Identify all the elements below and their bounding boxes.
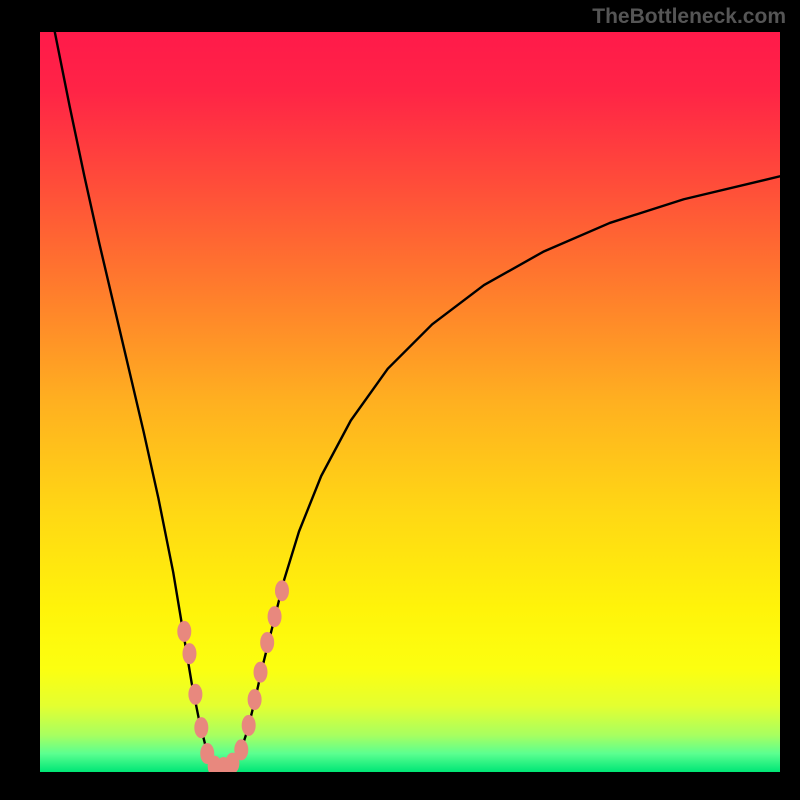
watermark-text: TheBottleneck.com — [592, 5, 786, 29]
data-marker — [261, 633, 274, 653]
plot-background-gradient — [40, 32, 780, 772]
data-marker — [275, 581, 288, 601]
data-marker — [195, 718, 208, 738]
data-marker — [235, 740, 248, 760]
data-marker — [178, 621, 191, 641]
data-marker — [248, 689, 261, 709]
data-marker — [183, 644, 196, 664]
data-marker — [242, 715, 255, 735]
data-marker — [254, 662, 267, 682]
data-marker — [268, 607, 281, 627]
chart-container: TheBottleneck.com — [0, 0, 800, 800]
bottleneck-plot — [40, 32, 780, 772]
data-marker — [189, 684, 202, 704]
